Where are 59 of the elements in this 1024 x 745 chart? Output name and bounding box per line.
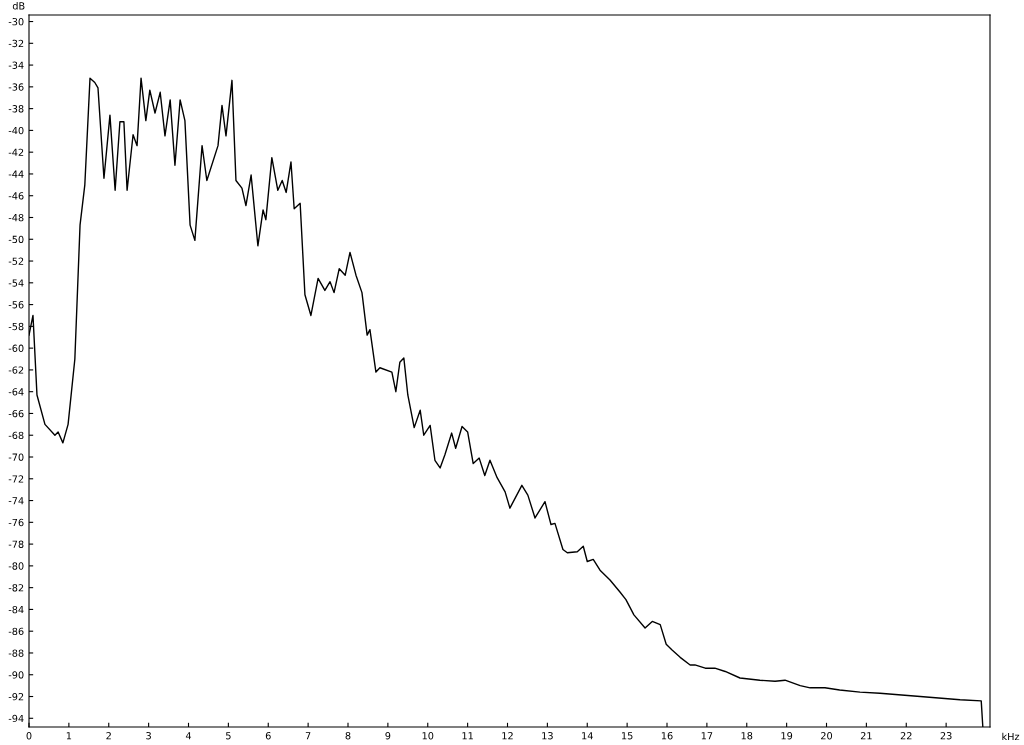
y-tick-label: -94 (8, 714, 24, 723)
y-tick-label: -90 (8, 671, 24, 679)
y-tick-label: -82 (8, 584, 24, 592)
y-tick-label: -88 (8, 649, 24, 657)
x-tick-label: 3 (146, 732, 151, 740)
y-tick-label: -48 (8, 213, 24, 222)
y-tick-label: -36 (8, 83, 24, 91)
x-tick-label: 14 (582, 732, 593, 740)
x-tick-label: 18 (741, 732, 753, 740)
x-tick-label: 20 (821, 732, 833, 740)
x-tick-label: 10 (422, 732, 434, 740)
y-tick-label: -62 (8, 366, 24, 374)
x-tick-label: 0 (26, 732, 32, 740)
y-tick-label: -38 (8, 105, 24, 113)
y-tick-label: -70 (8, 453, 24, 461)
y-tick-label: -32 (8, 39, 24, 48)
x-tick-label: 9 (385, 732, 391, 740)
x-tick-label: 2 (106, 732, 111, 740)
y-tick-label: -58 (8, 322, 24, 331)
y-tick-label: -86 (8, 627, 24, 636)
y-tick-label: -66 (8, 409, 24, 418)
y-tick-label: -84 (8, 605, 24, 614)
x-tick-label: 8 (345, 732, 351, 740)
x-tick-label: 13 (542, 732, 553, 740)
x-tick-label: 23 (940, 732, 952, 740)
y-tick-label: -80 (8, 562, 24, 570)
y-tick-label: -44 (8, 170, 24, 178)
y-tick-label: -54 (8, 279, 24, 287)
y-tick-label: -76 (8, 518, 24, 527)
x-axis-title: kHz (1002, 732, 1020, 741)
x-tick-label: 6 (265, 732, 271, 740)
x-tick-label: 5 (226, 732, 231, 740)
y-tick-label: -74 (8, 497, 24, 505)
x-tick-label: 17 (701, 732, 713, 740)
y-tick-label: -46 (8, 192, 24, 200)
y-tick-label: -60 (8, 344, 24, 352)
x-tick-label: 11 (462, 732, 473, 740)
x-tick-label: 22 (900, 732, 912, 740)
x-tick-label: 4 (185, 732, 192, 740)
y-tick-label: -92 (8, 692, 24, 701)
y-tick-label: -64 (8, 388, 24, 396)
y-tick-label: -50 (8, 235, 24, 244)
y-axis-title: dB (12, 2, 25, 10)
y-tick-label: -68 (8, 431, 24, 440)
y-tick-label: -40 (8, 126, 24, 135)
y-tick-label: -34 (8, 61, 24, 69)
y-tick-label: -30 (8, 18, 24, 26)
y-tick-label: -42 (8, 148, 24, 156)
x-tick-label: 21 (860, 732, 872, 740)
x-tick-label: 1 (66, 732, 72, 740)
x-tick-label: 19 (781, 732, 793, 740)
y-tick-label: -72 (8, 475, 24, 483)
x-tick-label: 15 (622, 732, 633, 740)
y-tick-label: -52 (8, 257, 24, 265)
x-tick-label: 7 (305, 732, 311, 740)
y-tick-label: -78 (8, 540, 24, 548)
x-tick-label: 16 (661, 732, 673, 740)
y-tick-label: -56 (8, 301, 24, 309)
x-tick-label: 12 (502, 732, 513, 740)
